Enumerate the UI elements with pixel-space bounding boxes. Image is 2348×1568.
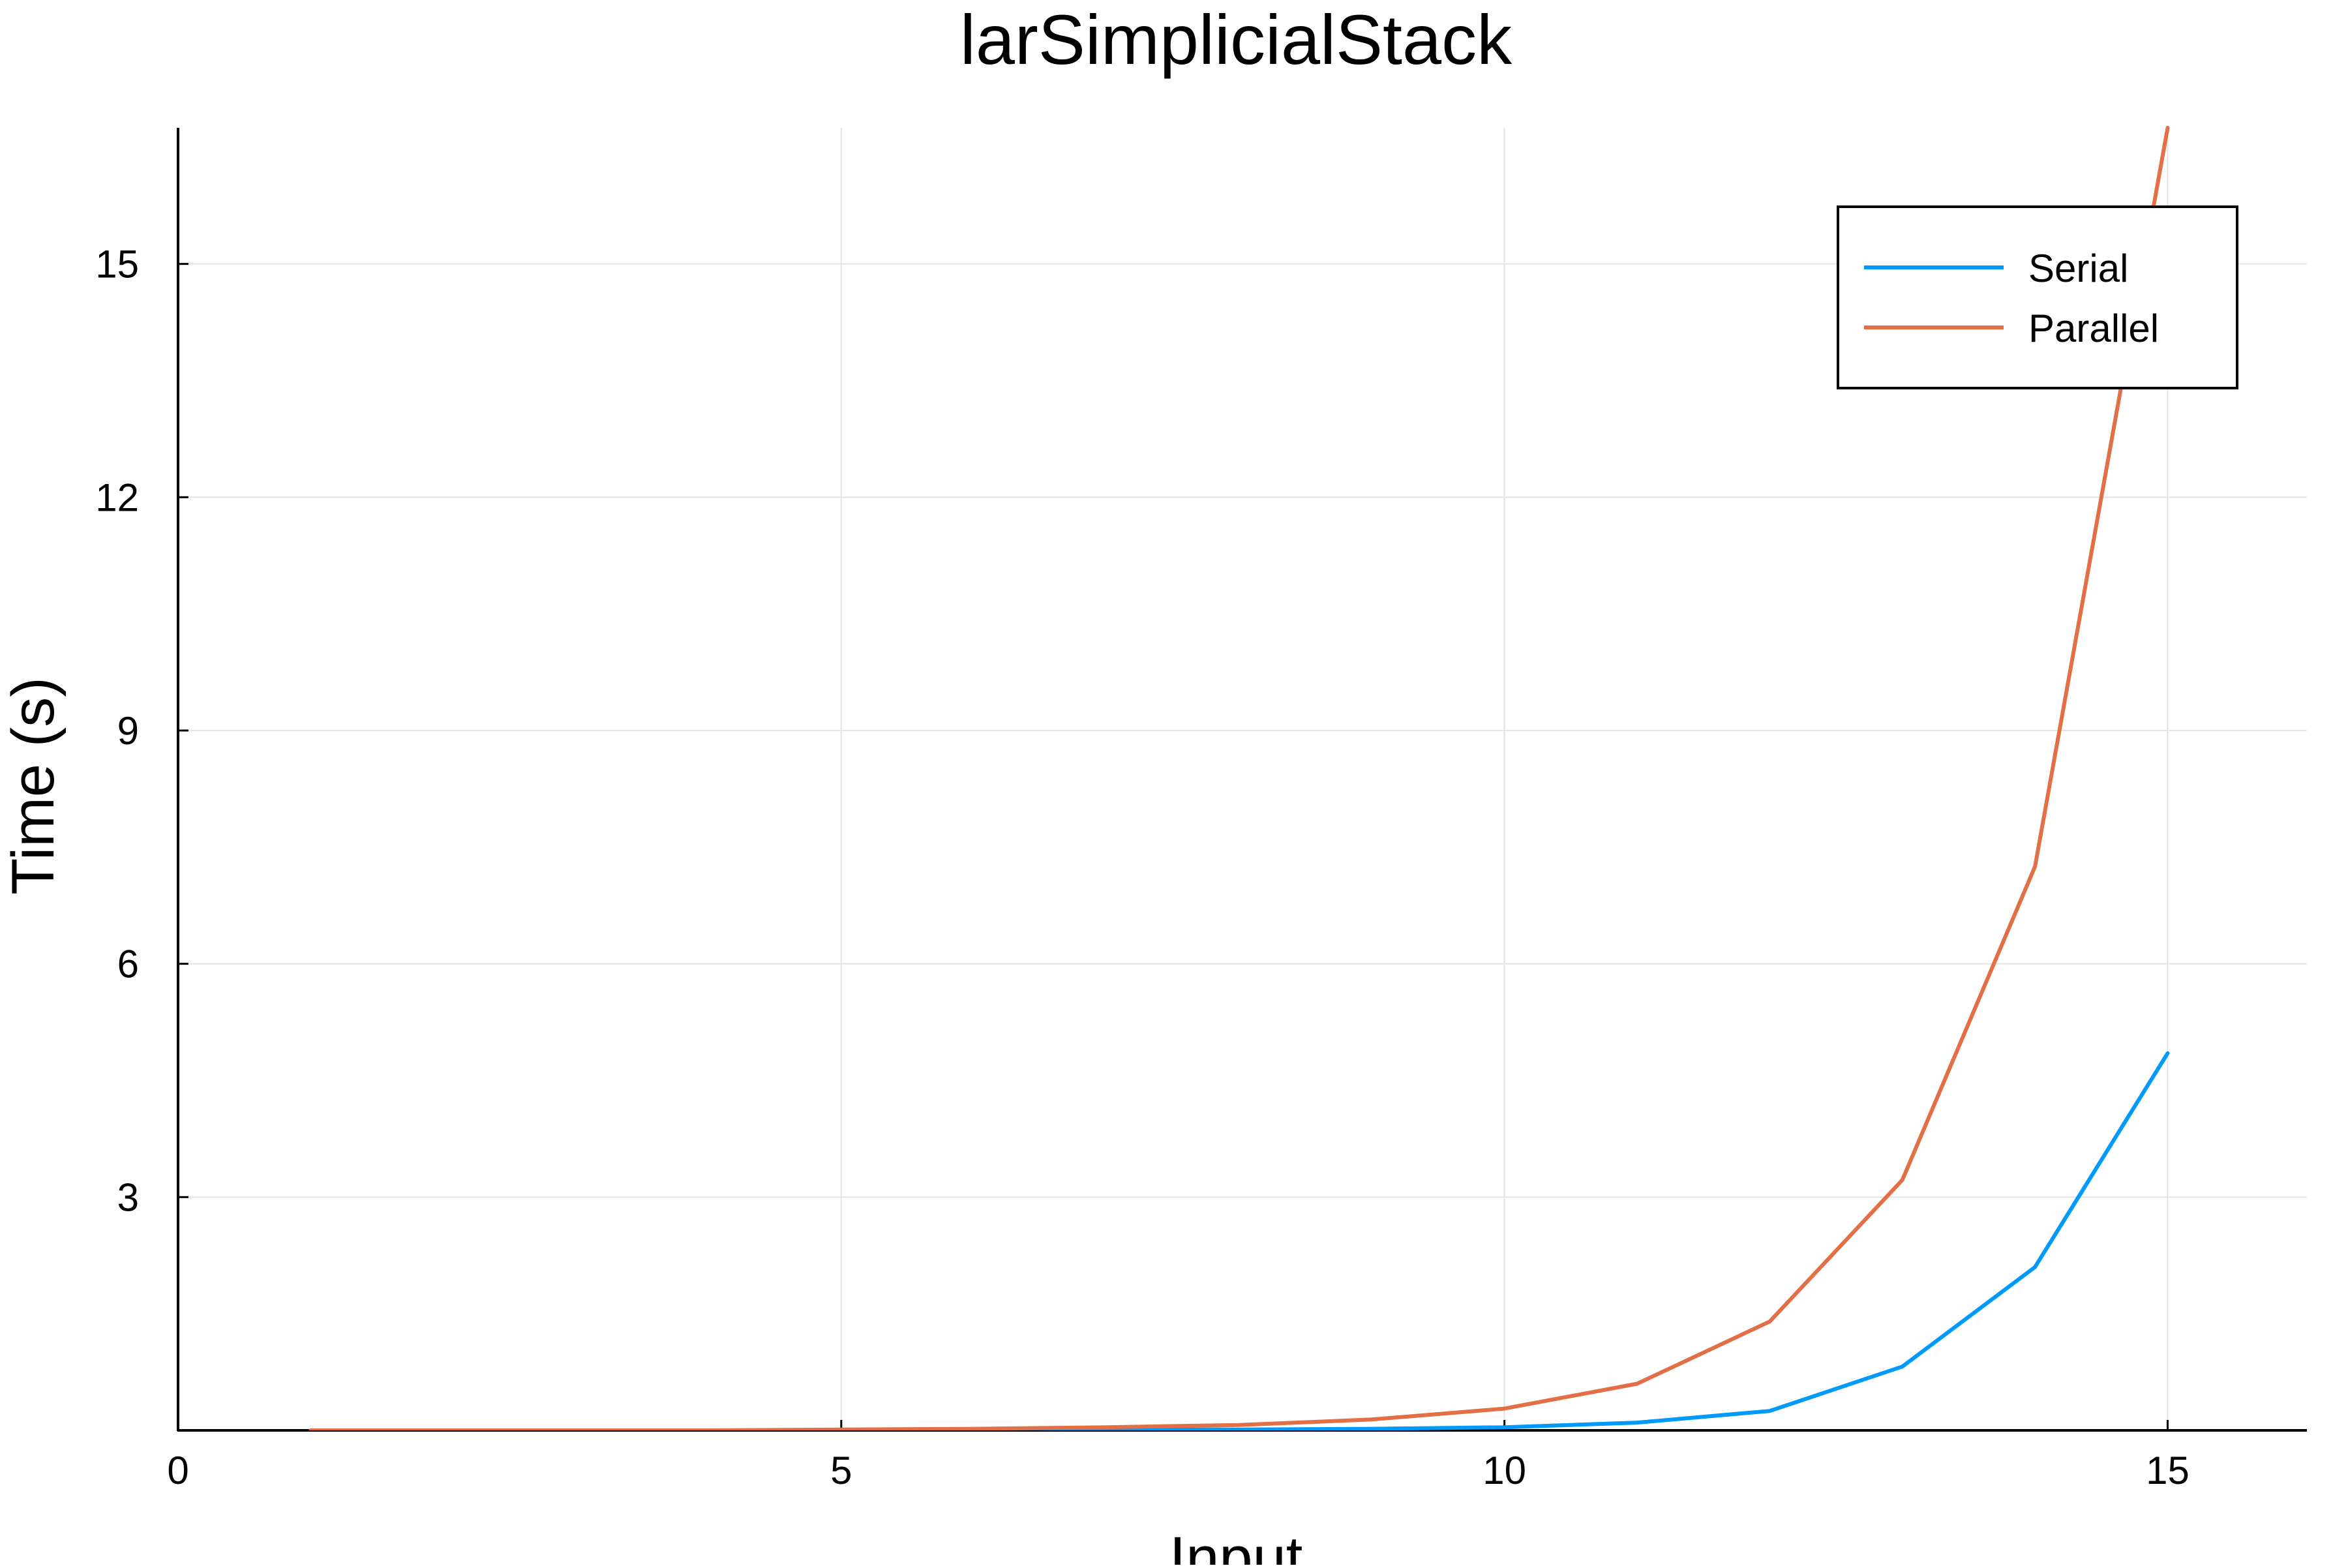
series-lines <box>309 126 2170 1430</box>
y-tick-label: 9 <box>117 709 139 753</box>
legend-box <box>1837 205 2238 389</box>
x-tick-label: 10 <box>1483 1449 1526 1492</box>
x-tick-label: 5 <box>830 1449 852 1492</box>
x-axis-label: Input <box>1169 1525 1303 1565</box>
legend-label-serial: Serial <box>2028 247 2128 290</box>
legend-label-parallel: Parallel <box>2028 307 2159 350</box>
series-line-serial <box>309 1051 2170 1430</box>
y-tick-label: 15 <box>95 243 139 286</box>
series-line-parallel <box>309 126 2170 1430</box>
legend: Serial Parallel <box>1837 205 2238 389</box>
y-tick-label: 3 <box>117 1175 139 1219</box>
chart-title: larSimplicialStack <box>960 0 1513 79</box>
y-axis-label: Time (s) <box>0 677 67 895</box>
x-tick-label: 0 <box>167 1449 188 1492</box>
y-tick-label: 6 <box>117 942 139 986</box>
x-tick-label: 15 <box>2146 1449 2190 1492</box>
y-tick-label: 12 <box>95 475 139 519</box>
